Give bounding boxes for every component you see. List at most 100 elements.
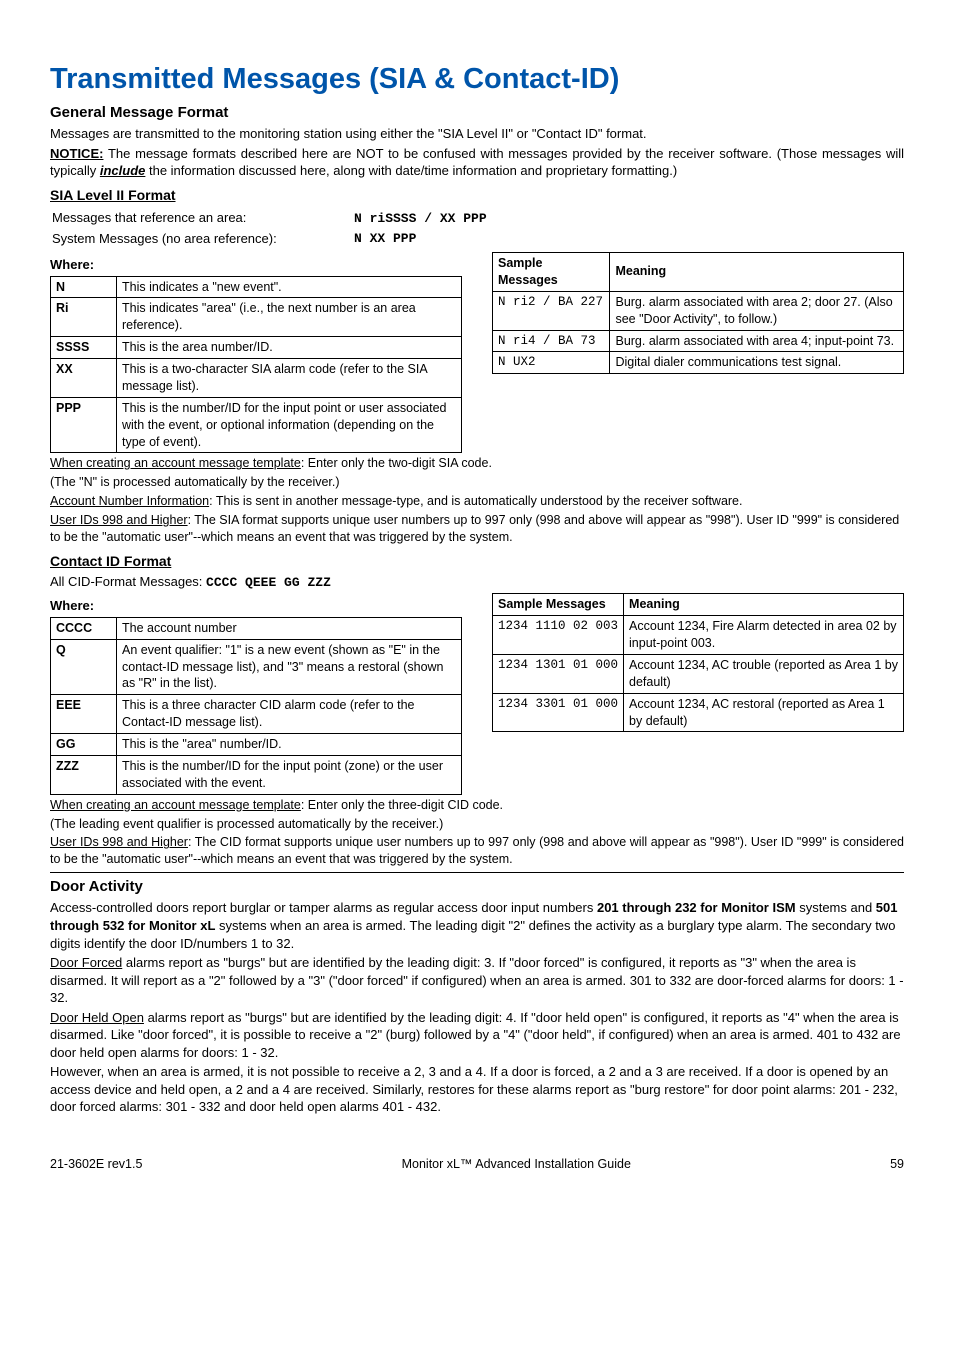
sia-def-key: PPP <box>51 397 117 453</box>
sia-samples-table: Sample Messages Meaning N ri2 / BA 227Bu… <box>492 252 904 374</box>
footer-right: 59 <box>890 1156 904 1173</box>
cid-sample-code: 1234 3301 01 000 <box>493 693 624 732</box>
table-row: NThis indicates a "new event". <box>51 276 462 298</box>
table-row: SSSSThis is the area number/ID. <box>51 337 462 359</box>
table-row: N ri2 / BA 227Burg. alarm associated wit… <box>493 291 904 330</box>
door-p3-rest: alarms report as "burgs" but are identif… <box>50 1010 901 1060</box>
cid-def-key: ZZZ <box>51 755 117 794</box>
sia-def-val: This is the number/ID for the input poin… <box>117 397 462 453</box>
sia-sample-meaning: Digital dialer communications test signa… <box>610 352 904 374</box>
cid-def-key: Q <box>51 639 117 695</box>
general-heading: General Message Format <box>50 103 904 123</box>
sia-sample-meaning: Burg. alarm associated with area 2; door… <box>610 291 904 330</box>
cid-note1-lead: When creating an account message templat… <box>50 798 301 812</box>
table-row: CCCCThe account number <box>51 617 462 639</box>
door-p2: Door Forced alarms report as "burgs" but… <box>50 954 904 1007</box>
footer-left: 21-3602E rev1.5 <box>50 1156 142 1173</box>
notice-emphasis: include <box>100 163 146 178</box>
cid-where-label: Where: <box>50 597 462 615</box>
door-p1-pre: Access-controlled doors report burglar o… <box>50 900 597 915</box>
table-row: QAn event qualifier: "1" is a new event … <box>51 639 462 695</box>
notice-post: the information discussed here, along wi… <box>145 163 677 178</box>
sia-where-label: Where: <box>50 256 462 274</box>
cid-def-key: EEE <box>51 695 117 734</box>
document-title: Transmitted Messages (SIA & Contact-ID) <box>50 60 904 99</box>
sia-sample-code: N UX2 <box>493 352 610 374</box>
cid-def-val: This is the "area" number/ID. <box>117 734 462 756</box>
sia-def-val: This is a two-character SIA alarm code (… <box>117 359 462 398</box>
sia-sys-label: System Messages (no area reference): <box>52 230 352 248</box>
sia-heading: SIA Level II Format <box>50 186 904 205</box>
sia-sample-header-msg: Sample Messages <box>493 253 610 292</box>
sia-area-format: N riSSSS / XX PPP <box>354 211 487 226</box>
sia-def-key: XX <box>51 359 117 398</box>
cid-def-val: This is the number/ID for the input poin… <box>117 755 462 794</box>
table-row: PPPThis is the number/ID for the input p… <box>51 397 462 453</box>
sia-note1-rest: : Enter only the two-digit SIA code. <box>301 456 492 470</box>
cid-sample-meaning: Account 1234, Fire Alarm detected in are… <box>624 616 904 655</box>
door-heading: Door Activity <box>50 877 904 897</box>
door-p1-mid: systems and <box>796 900 876 915</box>
cid-def-val: The account number <box>117 617 462 639</box>
table-row: GGThis is the "area" number/ID. <box>51 734 462 756</box>
table-row: EEEThis is a three character CID alarm c… <box>51 695 462 734</box>
cid-sample-meaning: Account 1234, AC trouble (reported as Ar… <box>624 654 904 693</box>
cid-sample-header-msg: Sample Messages <box>493 594 624 616</box>
cid-def-key: GG <box>51 734 117 756</box>
door-p1: Access-controlled doors report burglar o… <box>50 899 904 952</box>
sia-def-key: SSSS <box>51 337 117 359</box>
sia-def-key: N <box>51 276 117 298</box>
cid-format-line: All CID-Format Messages: CCCC QEEE GG ZZ… <box>50 573 904 592</box>
sia-format-lines: Messages that reference an area: N riSSS… <box>50 207 489 250</box>
sia-note-userids: User IDs 998 and Higher: The SIA format … <box>50 512 904 546</box>
cid-note1-rest: : Enter only the three-digit CID code. <box>301 798 503 812</box>
table-header-row: Sample Messages Meaning <box>493 594 904 616</box>
sia-sample-code: N ri4 / BA 73 <box>493 330 610 352</box>
divider <box>50 872 904 873</box>
cid-note1-sub: (The leading event qualifier is processe… <box>50 816 904 833</box>
door-p1-bold1: 201 through 232 for Monitor ISM <box>597 900 796 915</box>
cid-note2-lead: User IDs 998 and Higher <box>50 835 188 849</box>
door-p3: Door Held Open alarms report as "burgs" … <box>50 1009 904 1062</box>
table-row: ZZZThis is the number/ID for the input p… <box>51 755 462 794</box>
door-p3-lead: Door Held Open <box>50 1010 144 1025</box>
notice-label: NOTICE: <box>50 146 103 161</box>
door-p2-lead: Door Forced <box>50 955 122 970</box>
sia-def-val: This is the area number/ID. <box>117 337 462 359</box>
table-row: N ri4 / BA 73Burg. alarm associated with… <box>493 330 904 352</box>
notice-paragraph: NOTICE: The message formats described he… <box>50 145 904 180</box>
sia-note-account: Account Number Information: This is sent… <box>50 493 904 510</box>
cid-sample-code: 1234 1301 01 000 <box>493 654 624 693</box>
sia-def-val: This indicates "area" (i.e., the next nu… <box>117 298 462 337</box>
sia-sys-format: N XX PPP <box>354 231 416 246</box>
sia-note2-rest: : This is sent in another message-type, … <box>209 494 742 508</box>
table-row: 1234 1110 02 003Account 1234, Fire Alarm… <box>493 616 904 655</box>
cid-sample-code: 1234 1110 02 003 <box>493 616 624 655</box>
sia-area-label: Messages that reference an area: <box>52 209 352 227</box>
cid-sample-meaning: Account 1234, AC restoral (reported as A… <box>624 693 904 732</box>
sia-note1-lead: When creating an account message templat… <box>50 456 301 470</box>
cid-note-userids: User IDs 998 and Higher: The CID format … <box>50 834 904 868</box>
cid-heading: Contact ID Format <box>50 552 904 571</box>
cid-definitions-table: CCCCThe account number QAn event qualifi… <box>50 617 462 795</box>
sia-note2-lead: Account Number Information <box>50 494 209 508</box>
door-p4: However, when an area is armed, it is no… <box>50 1063 904 1116</box>
cid-def-key: CCCC <box>51 617 117 639</box>
footer-center: Monitor xL™ Advanced Installation Guide <box>402 1156 631 1173</box>
cid-all-label: All CID-Format Messages: <box>50 574 206 589</box>
cid-def-val: This is a three character CID alarm code… <box>117 695 462 734</box>
sia-note-template: When creating an account message templat… <box>50 455 904 472</box>
sia-note3-lead: User IDs 998 and Higher <box>50 513 188 527</box>
table-row: RiThis indicates "area" (i.e., the next … <box>51 298 462 337</box>
cid-sample-header-mean: Meaning <box>624 594 904 616</box>
cid-note-template: When creating an account message templat… <box>50 797 904 814</box>
sia-sample-meaning: Burg. alarm associated with area 4; inpu… <box>610 330 904 352</box>
table-row: N UX2Digital dialer communications test … <box>493 352 904 374</box>
cid-all-format: CCCC QEEE GG ZZZ <box>206 575 331 590</box>
sia-sample-header-mean: Meaning <box>610 253 904 292</box>
table-row: XXThis is a two-character SIA alarm code… <box>51 359 462 398</box>
general-intro: Messages are transmitted to the monitori… <box>50 125 904 143</box>
table-row: 1234 3301 01 000Account 1234, AC restora… <box>493 693 904 732</box>
sia-note1-sub: (The "N" is processed automatically by t… <box>50 474 904 491</box>
sia-definitions-table: NThis indicates a "new event". RiThis in… <box>50 276 462 454</box>
